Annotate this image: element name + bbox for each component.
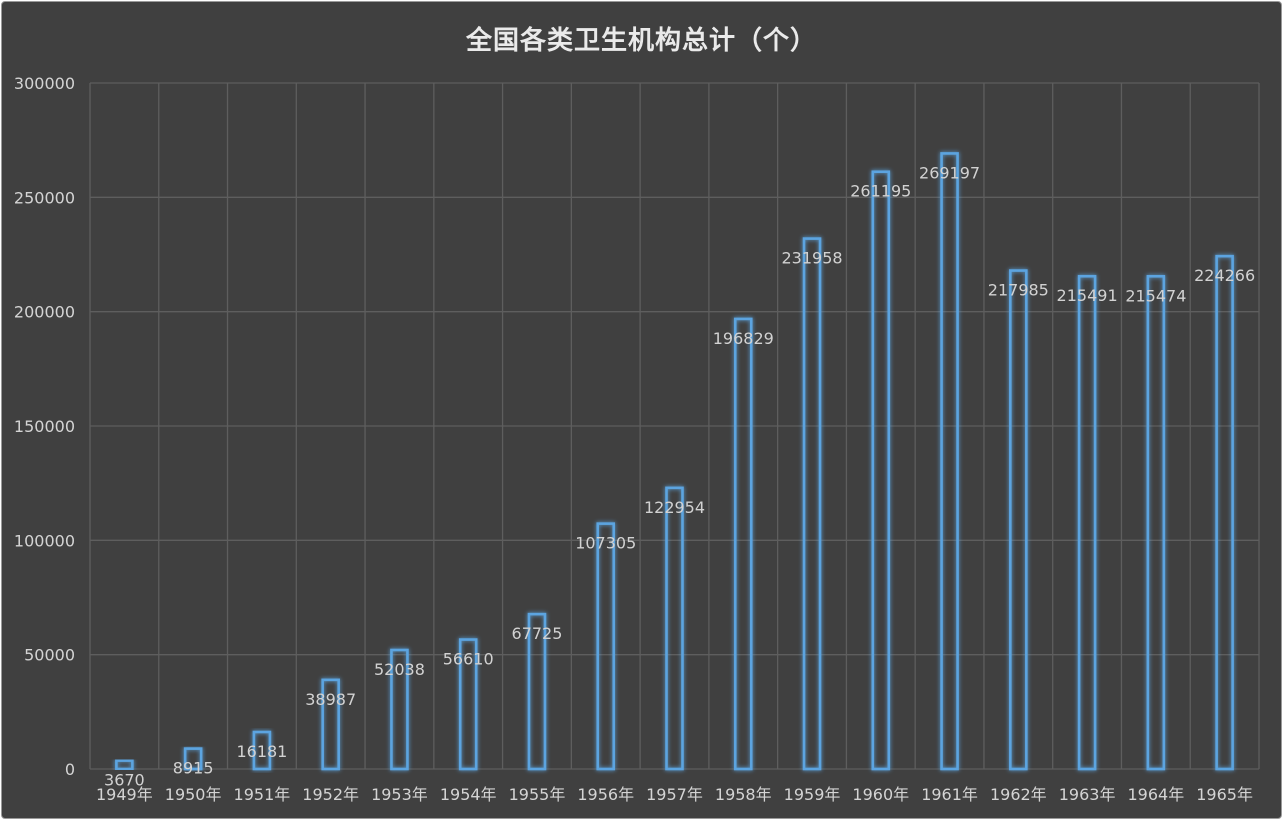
x-tick-label: 1954年	[440, 785, 497, 804]
bar	[527, 612, 547, 771]
x-tick-label: 1950年	[165, 785, 222, 804]
data-label: 107305	[575, 534, 636, 553]
x-tick-label: 1956年	[577, 785, 634, 804]
bar	[1146, 274, 1166, 771]
y-tick-label: 100000	[14, 531, 75, 550]
data-label: 122954	[644, 498, 705, 517]
data-label: 67725	[512, 624, 563, 643]
x-tick-label: 1965年	[1196, 785, 1253, 804]
label-layer: 3670 8915 16181 38987 52038 56610 67725 107305 1…	[104, 163, 1255, 789]
x-tick-label: 1962年	[990, 785, 1047, 804]
y-tick-label: 250000	[14, 188, 75, 207]
data-label: 16181	[236, 742, 287, 761]
data-label: 3670	[104, 771, 145, 790]
bar	[940, 152, 959, 771]
data-label: 231958	[781, 249, 842, 268]
bar	[733, 317, 753, 771]
bar	[596, 522, 616, 771]
bar	[458, 638, 478, 771]
x-tick-label: 1951年	[234, 785, 291, 804]
x-tick-label: 1958年	[715, 785, 772, 804]
x-tick-label: 1957年	[646, 785, 703, 804]
bar	[252, 730, 272, 771]
x-tick-label: 1959年	[784, 785, 841, 804]
x-tick-label: 1952年	[302, 785, 359, 804]
bar	[390, 648, 409, 771]
data-label: 224266	[1194, 266, 1255, 285]
data-label: 56610	[443, 650, 494, 669]
data-label: 52038	[374, 660, 425, 679]
x-tick-label: 1949年	[96, 785, 153, 804]
x-tick-label: 1960年	[852, 785, 909, 804]
data-label: 217985	[988, 281, 1049, 300]
grid-layer	[89, 82, 1260, 770]
bar	[871, 170, 891, 771]
data-label: 38987	[305, 690, 356, 709]
chart-title: 全国各类卫生机构总计（个）	[465, 26, 817, 56]
x-tick-label: 1963年	[1059, 785, 1116, 804]
axis-layer: 0 50000 100000 150000 200000 250000 300000 1949…	[14, 74, 1253, 804]
data-label: 215474	[1125, 286, 1186, 305]
y-tick-label: 300000	[14, 74, 75, 93]
bar	[1077, 274, 1097, 771]
bar	[321, 678, 340, 771]
y-tick-label: 200000	[14, 303, 75, 322]
data-label: 196829	[713, 329, 774, 348]
x-tick-label: 1964年	[1127, 785, 1184, 804]
bar	[115, 759, 134, 771]
bar	[183, 747, 203, 771]
bar	[1009, 269, 1028, 771]
data-label: 261195	[850, 182, 911, 201]
y-tick-label: 50000	[24, 646, 75, 665]
data-label: 8915	[173, 759, 214, 778]
x-tick-label: 1955年	[509, 785, 566, 804]
bar	[1215, 254, 1234, 771]
data-label: 269197	[919, 163, 980, 182]
bar-layer	[115, 152, 1234, 771]
bar	[802, 237, 822, 771]
data-label: 215491	[1057, 286, 1118, 305]
bar	[665, 486, 684, 771]
y-tick-label: 0	[65, 760, 75, 779]
x-tick-label: 1961年	[921, 785, 978, 804]
y-tick-label: 150000	[14, 417, 75, 436]
x-tick-label: 1953年	[371, 785, 428, 804]
